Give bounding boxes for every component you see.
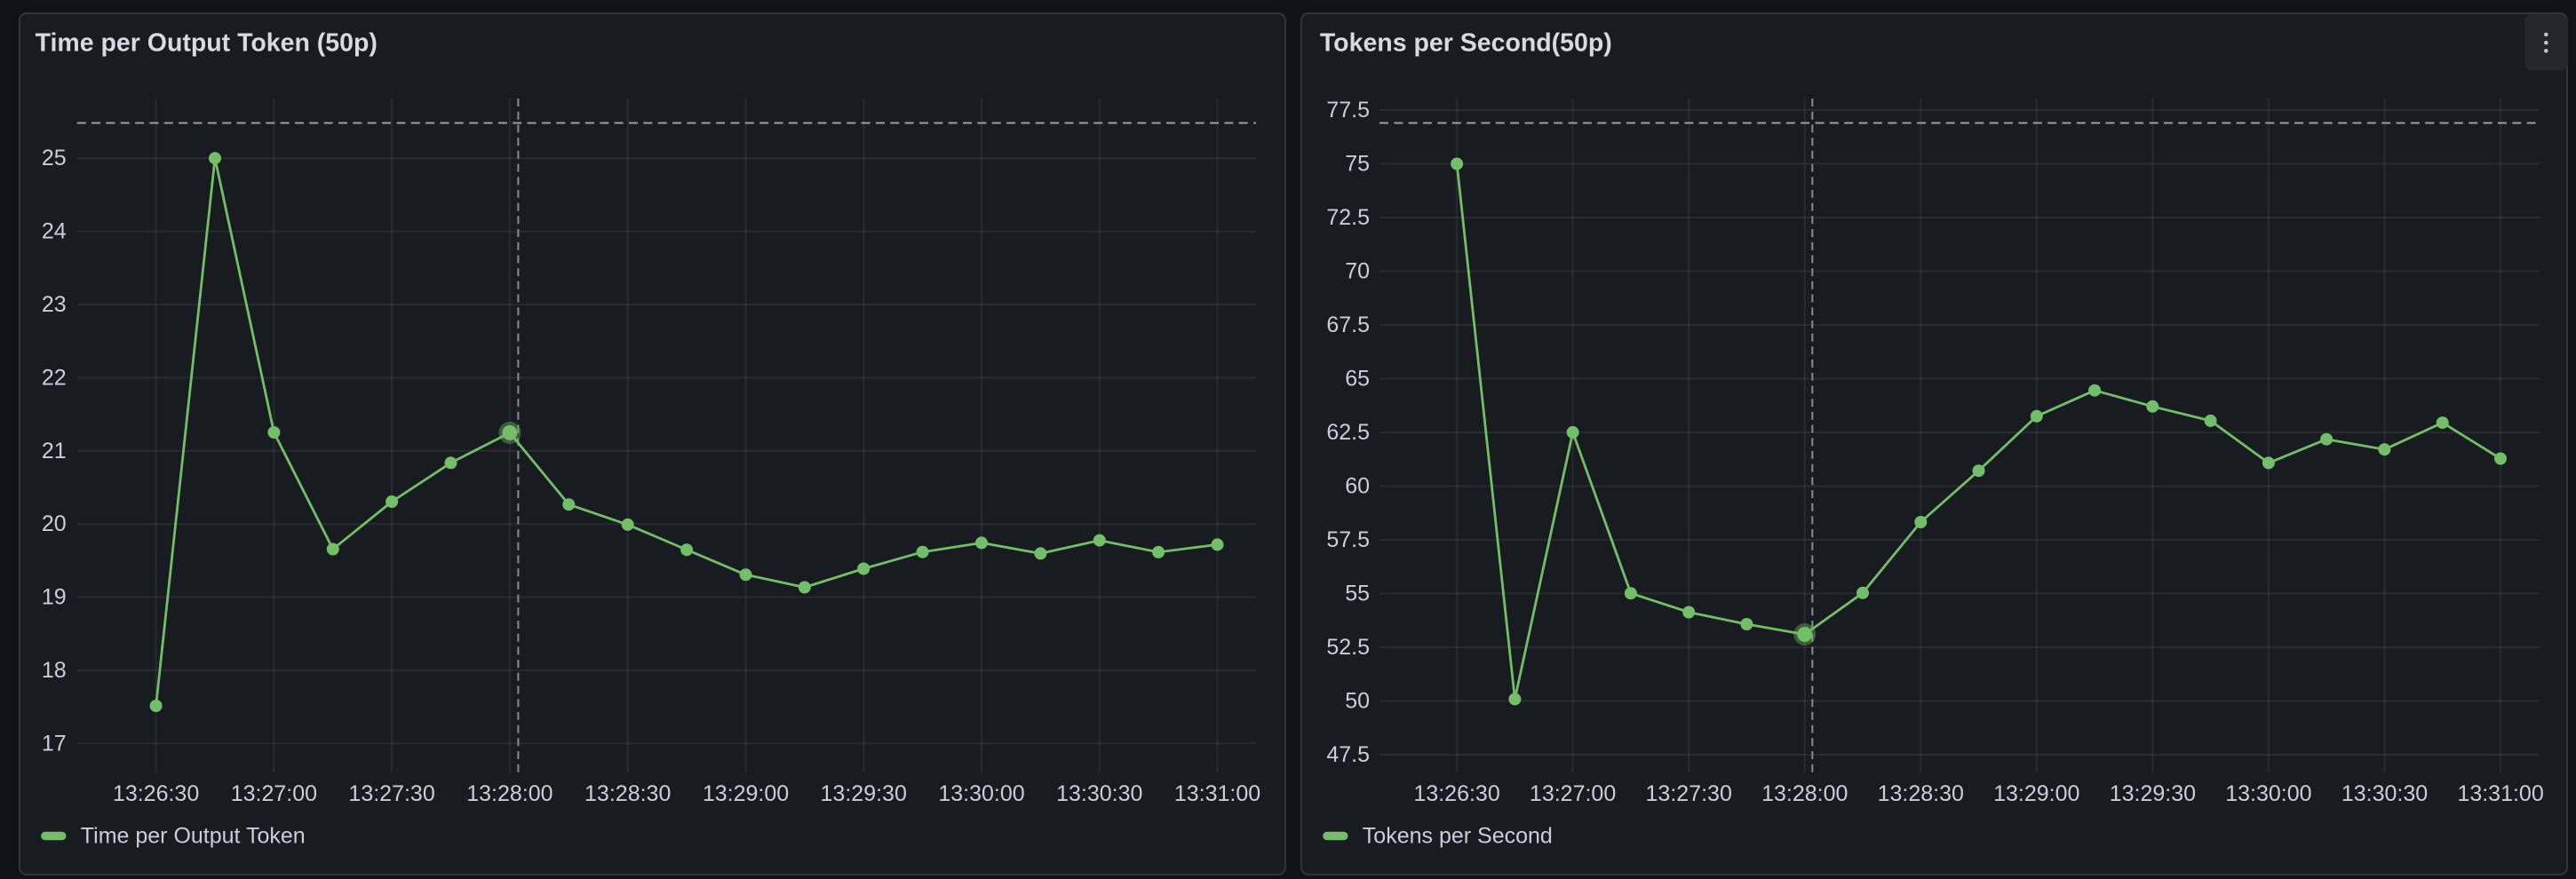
svg-text:13:27:30: 13:27:30 (1646, 781, 1732, 806)
svg-text:13:28:30: 13:28:30 (1878, 781, 1964, 806)
svg-text:13:30:00: 13:30:00 (938, 781, 1024, 806)
svg-text:19: 19 (42, 585, 67, 610)
svg-text:13:31:00: 13:31:00 (2457, 781, 2543, 806)
svg-text:75: 75 (1345, 152, 1370, 177)
svg-text:13:27:30: 13:27:30 (348, 781, 434, 806)
svg-text:20: 20 (42, 511, 67, 536)
svg-text:72.5: 72.5 (1326, 205, 1370, 230)
svg-text:77.5: 77.5 (1326, 98, 1370, 123)
svg-text:55: 55 (1345, 582, 1370, 606)
svg-text:13:28:00: 13:28:00 (1761, 781, 1848, 806)
svg-text:13:29:30: 13:29:30 (821, 781, 907, 806)
svg-text:13:27:00: 13:27:00 (1530, 781, 1616, 806)
svg-text:13:29:00: 13:29:00 (703, 781, 789, 806)
svg-text:13:27:00: 13:27:00 (231, 781, 317, 806)
svg-text:67.5: 67.5 (1326, 313, 1370, 337)
svg-text:Time per Output Token: Time per Output Token (81, 824, 306, 849)
svg-text:13:29:30: 13:29:30 (2110, 781, 2196, 806)
svg-text:13:31:00: 13:31:00 (1174, 781, 1260, 806)
svg-text:13:28:00: 13:28:00 (466, 781, 553, 806)
svg-text:18: 18 (42, 658, 67, 683)
svg-text:65: 65 (1345, 367, 1370, 392)
svg-text:13:26:30: 13:26:30 (1413, 781, 1499, 806)
svg-text:13:26:30: 13:26:30 (113, 781, 199, 806)
svg-text:50: 50 (1345, 689, 1370, 714)
svg-text:21: 21 (42, 439, 67, 463)
svg-text:17: 17 (42, 731, 67, 756)
svg-text:13:28:30: 13:28:30 (584, 781, 671, 806)
svg-text:47.5: 47.5 (1326, 742, 1370, 767)
svg-text:13:30:30: 13:30:30 (1056, 781, 1142, 806)
svg-text:Tokens per Second(50p): Tokens per Second(50p) (1320, 29, 1612, 58)
svg-text:25: 25 (42, 146, 67, 170)
svg-text:Time per Output Token (50p): Time per Output Token (50p) (36, 29, 378, 58)
svg-text:13:30:00: 13:30:00 (2225, 781, 2311, 806)
svg-text:57.5: 57.5 (1326, 527, 1370, 552)
svg-text:24: 24 (42, 219, 67, 244)
svg-text:23: 23 (42, 292, 67, 317)
svg-text:Tokens per Second: Tokens per Second (1363, 824, 1553, 849)
svg-text:62.5: 62.5 (1326, 420, 1370, 445)
svg-text:13:30:30: 13:30:30 (2341, 781, 2428, 806)
svg-text:52.5: 52.5 (1326, 635, 1370, 660)
svg-text:70: 70 (1345, 259, 1370, 284)
svg-text:22: 22 (42, 365, 67, 390)
svg-text:60: 60 (1345, 474, 1370, 499)
svg-text:13:29:00: 13:29:00 (1993, 781, 2079, 806)
